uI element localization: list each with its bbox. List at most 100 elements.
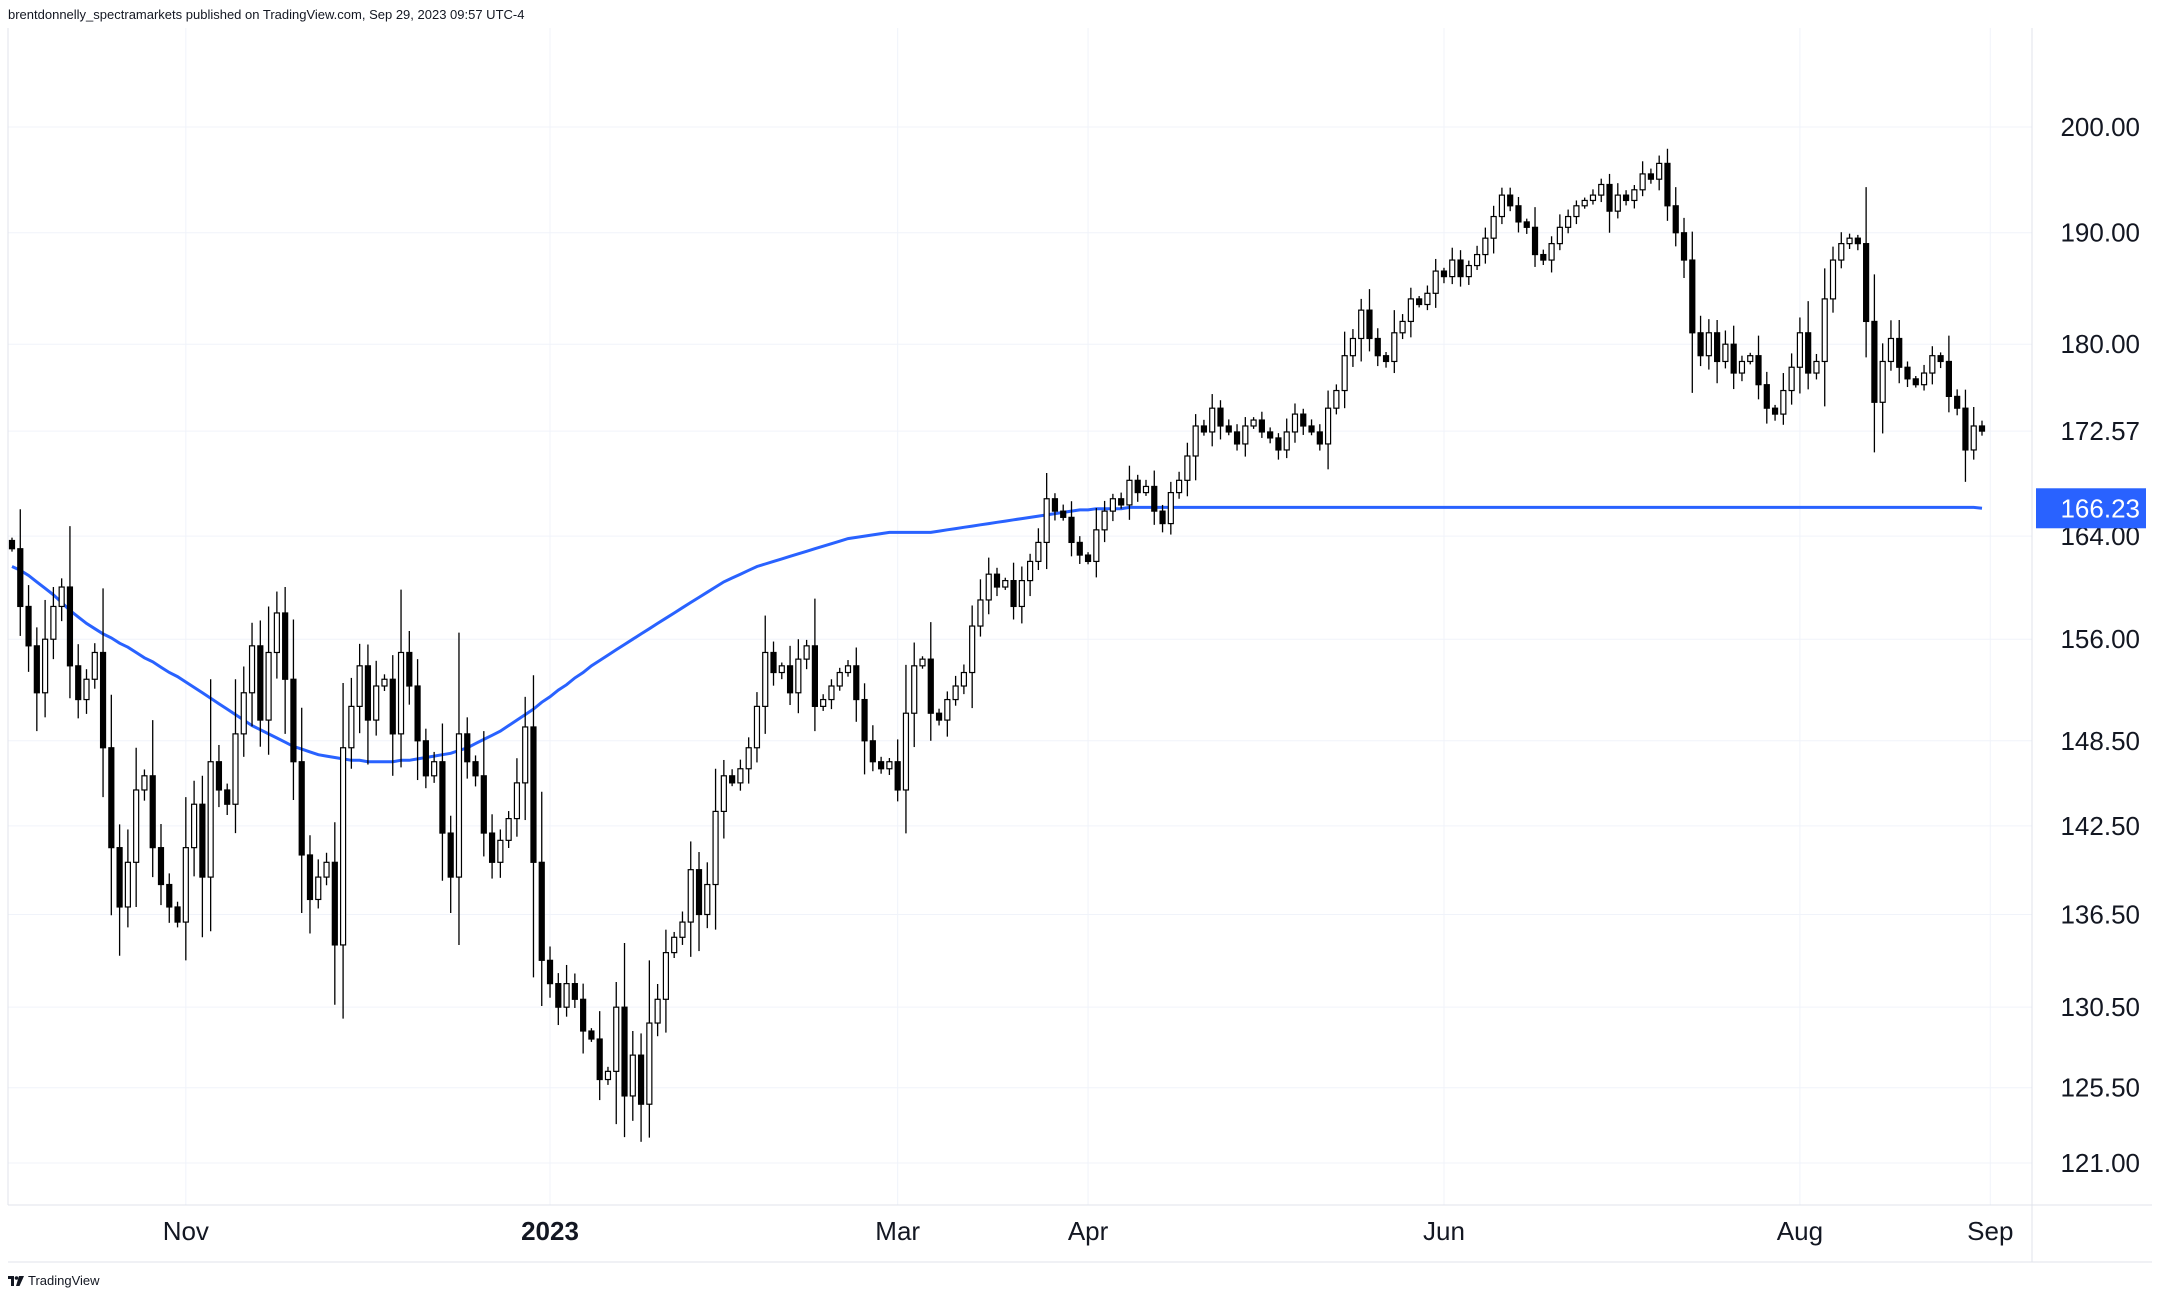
candle [1275,433,1282,460]
grid-lines [8,28,2032,1205]
candle [828,679,835,710]
candle-body [406,651,413,687]
candle [348,677,355,769]
candle [795,639,802,714]
candle-body [224,789,231,805]
candle-body [1606,183,1613,212]
candle [811,598,818,732]
candle-body [1581,199,1588,207]
candle-body [902,712,910,791]
candle-body [1763,384,1770,409]
candle [447,815,454,913]
candle-body [1374,337,1381,357]
candle-body [116,847,123,908]
candle [886,758,893,775]
candle-body [1176,479,1183,494]
candle-body [199,803,206,878]
candle-body [1341,355,1348,392]
candle [397,589,405,768]
candle-body [1531,226,1539,256]
candle-body [1730,343,1737,374]
candle [1399,314,1406,340]
candles-layer [8,148,1986,1142]
candle [695,852,703,952]
candle [902,664,910,834]
candle [753,692,761,763]
candle [729,769,736,787]
candle [1432,258,1439,308]
candle-body [248,645,256,694]
candle [133,747,140,907]
candle [505,811,512,849]
candle-body [50,605,57,640]
candle [1126,465,1133,520]
candle [1457,250,1464,287]
candle [17,509,24,636]
candle-body [1250,419,1257,427]
candle [1267,427,1274,444]
candle-body [1051,498,1059,512]
candle [1002,577,1009,590]
candle [414,659,421,781]
footer-brand: TradingView [28,1273,100,1288]
candle [1324,390,1332,470]
candle [555,973,562,1026]
candle [654,984,661,1037]
candle [141,769,148,801]
candle-body [1871,320,1878,403]
candle-body [1565,215,1572,228]
candle [1978,420,1986,436]
candle-body [42,638,49,694]
candle [1084,552,1092,565]
candle [1341,331,1348,409]
candle-body [1598,183,1605,196]
candle-body [695,869,703,916]
candle [1333,384,1340,415]
candle-body [1589,194,1597,202]
candle-body [729,775,736,784]
candle-body [1689,259,1696,334]
x-tick-label: Nov [163,1216,209,1246]
candle [1109,493,1116,522]
candle [1747,352,1754,365]
candle [149,720,156,878]
x-tick-label: Apr [1068,1216,1109,1246]
candle [985,557,992,615]
candle-body [464,733,471,763]
candle [1813,353,1820,380]
candle [844,660,852,677]
candle-body [1813,360,1820,374]
candle-body [1879,360,1886,403]
candle-body [861,698,868,742]
candle-body [1151,485,1158,512]
candle [637,1033,645,1142]
y-tick-label: 172.57 [2060,416,2140,446]
candle [522,696,529,821]
x-tick-label: Sep [1967,1216,2013,1246]
candle [1027,553,1034,597]
candle-body [1126,479,1133,506]
candle-body [811,645,818,707]
candle [1242,417,1249,457]
candle [580,983,587,1054]
candle [1664,148,1671,221]
candle [257,620,264,747]
candle-body [513,782,521,820]
candle-body [1101,510,1108,531]
candle [977,579,984,637]
candle-body [613,1006,620,1072]
candle [1531,207,1539,267]
candle-body [232,733,239,805]
candle-body [1573,205,1580,218]
candle-body [157,847,165,886]
candle-body [282,612,289,680]
candle-body [240,692,247,735]
candle-body [439,761,446,834]
candle-body [455,733,463,878]
candle-body [1225,425,1232,433]
y-tick-label: 156.00 [2060,624,2140,654]
candle [778,662,785,680]
candle-body [1929,355,1936,374]
candle [1788,353,1795,405]
